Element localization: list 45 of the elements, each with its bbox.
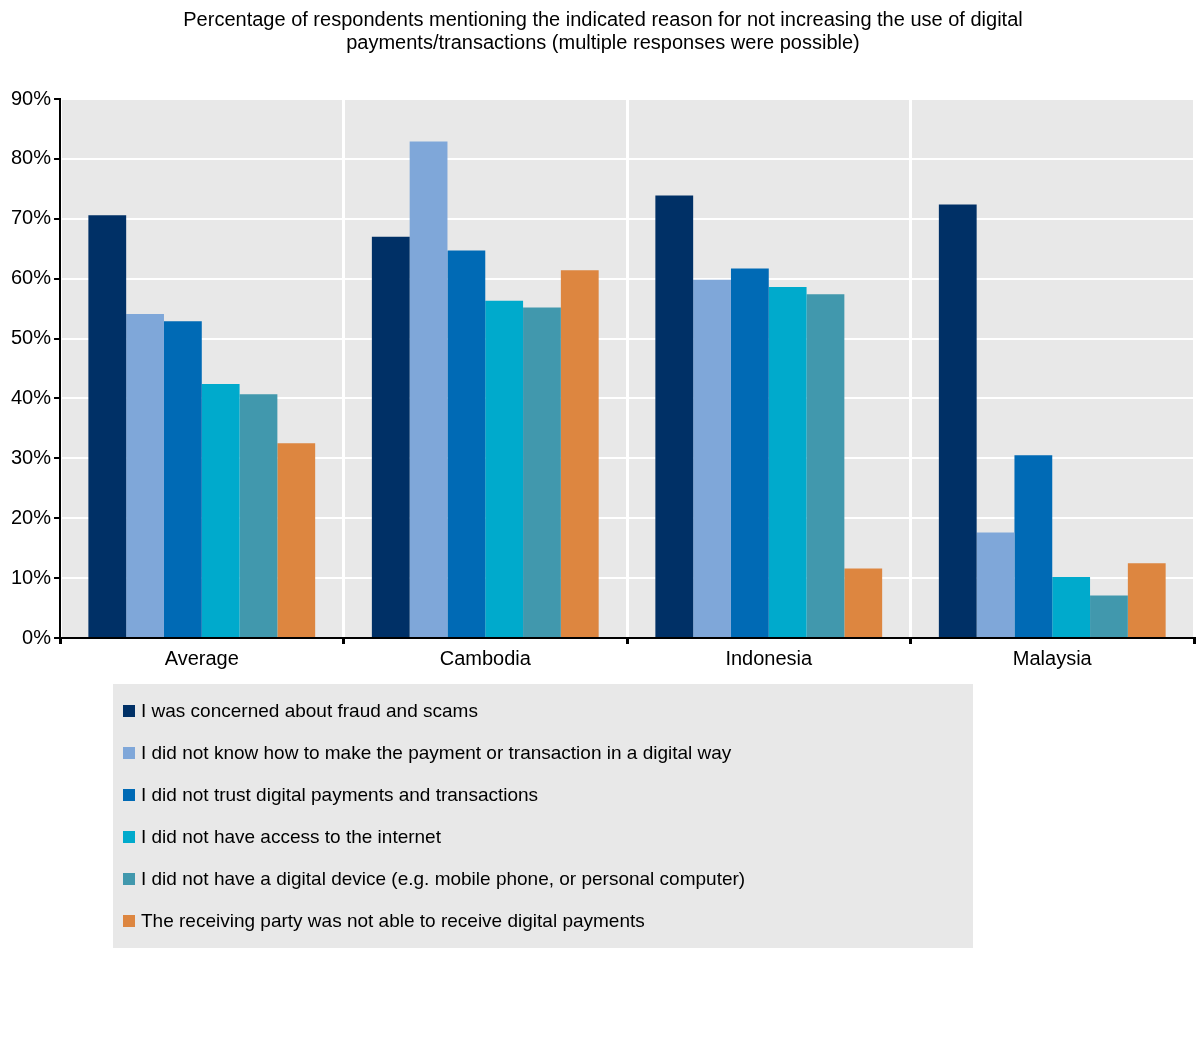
y-tick-label: 90% [11,86,52,109]
y-tick-label: 30% [11,445,52,468]
bar [485,300,524,637]
bar [88,215,127,637]
bar [126,314,164,637]
bar [844,568,883,637]
y-tick-label: 40% [11,385,52,408]
legend-label: I did not have a digital device (e.g. mobile phone, or personal computer) [141,868,746,890]
bar [409,141,448,637]
y-tick-label: 60% [11,266,52,289]
legend-label: I did not trust digital payments and transactions [141,784,539,806]
y-tick-label: 10% [11,565,52,588]
legend-label: I did not have access to the internet [141,826,441,848]
bar [976,532,1015,637]
y-tick-label: 70% [11,206,52,229]
bar [447,250,486,637]
bar [201,384,240,637]
bar [655,195,694,637]
bar [277,443,316,637]
y-tick-label: 20% [11,505,52,528]
bar [371,236,410,637]
chart-title: Percentage of respondents mentioning the indicated reason for not increasing the use of digital payments/transactions (multiple responses were possible) [182,8,1024,54]
legend-label: I was concerned about fraud and scams [141,700,478,722]
x-tick-label: Malaysia [1012,646,1093,669]
bar [523,307,561,637]
bar [1127,563,1166,637]
legend-label: The receiving party was not able to receive digital payments [141,910,645,932]
y-tick-label: 80% [11,146,52,169]
bar [693,279,731,637]
bar [768,287,807,637]
bar [239,394,278,637]
bar [1014,455,1053,637]
y-tick-label: 0% [22,625,52,648]
bar [730,268,769,637]
y-tick-label: 50% [11,326,52,349]
bar [163,321,202,637]
bar [938,204,977,637]
legend-label: I did not know how to make the payment or transaction in a digital way [141,742,732,764]
bar [1052,576,1091,637]
bar [560,270,599,637]
x-tick-label: Cambodia [439,646,532,669]
bar [1090,595,1128,637]
x-tick-label: Average [164,646,239,669]
bar [806,294,845,637]
x-tick-label: Indonesia [725,646,813,669]
